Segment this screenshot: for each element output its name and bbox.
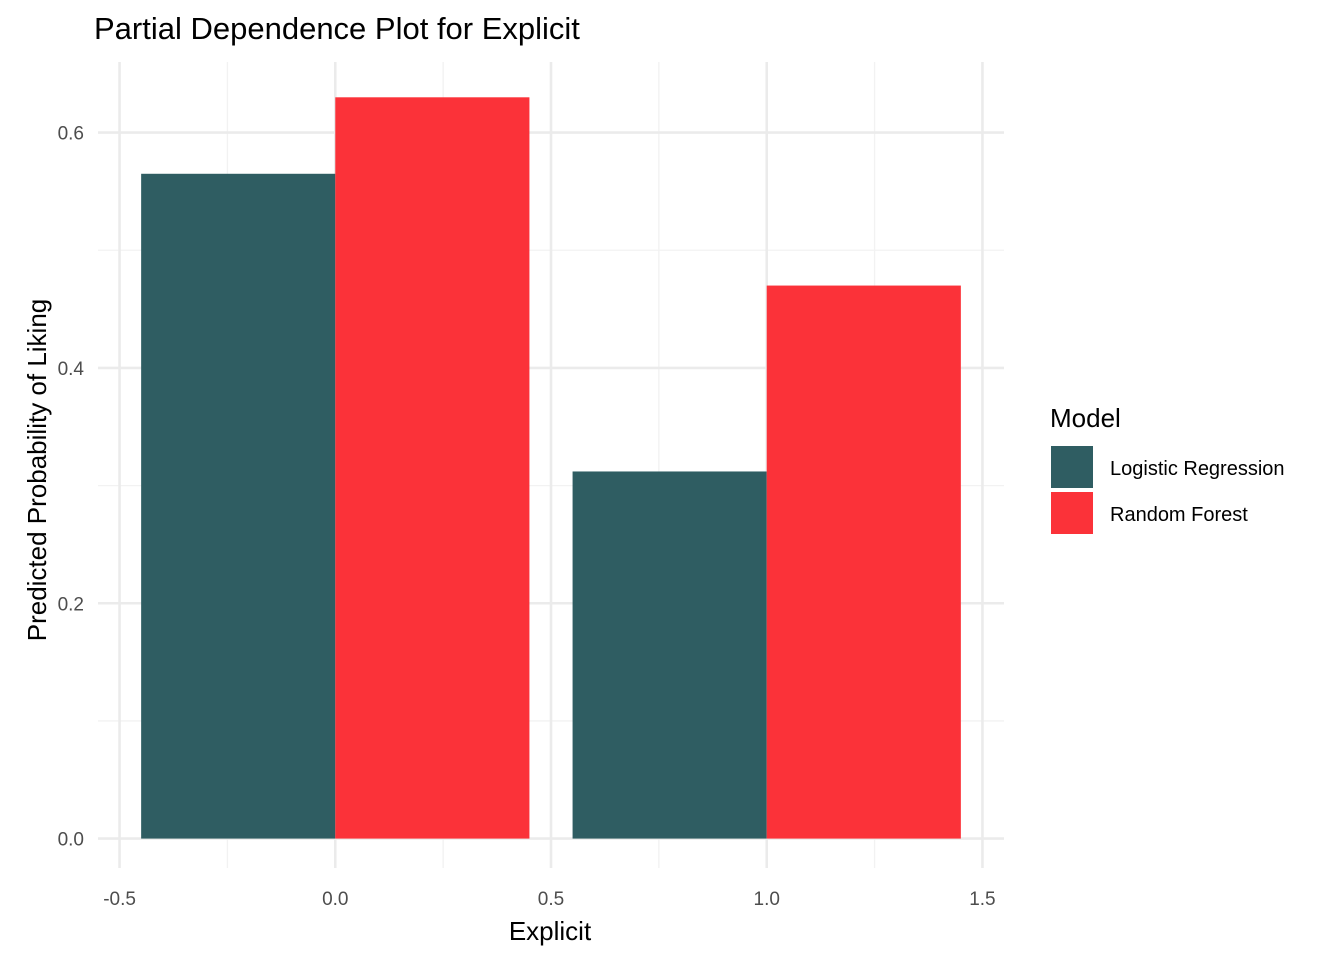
bar-random-forest-1 (766, 285, 961, 839)
bars (141, 97, 961, 839)
legend: Model Logistic Regression Random Forest (1050, 403, 1285, 534)
x-tick-label: 0.0 (322, 889, 348, 910)
chart-title: Partial Dependence Plot for Explicit (94, 11, 580, 46)
bar-logistic-regression-0 (141, 173, 336, 839)
x-axis-ticks: -0.5 0.0 0.5 1.0 1.5 (103, 889, 995, 910)
legend-key-logistic-regression (1051, 446, 1093, 488)
legend-label-logistic-regression: Logistic Regression (1110, 458, 1285, 480)
y-tick-label: 0.6 (58, 124, 84, 145)
x-tick-label: 0.5 (538, 889, 564, 910)
bar-logistic-regression-1 (572, 471, 767, 839)
legend-key-random-forest (1051, 492, 1093, 534)
y-tick-label: 0.2 (58, 594, 84, 615)
y-axis-ticks: 0.0 0.2 0.4 0.6 (58, 124, 85, 851)
x-axis-title: Explicit (509, 916, 592, 946)
legend-label-random-forest: Random Forest (1110, 504, 1248, 526)
x-tick-label: 1.0 (754, 889, 780, 910)
y-tick-label: 0.0 (58, 830, 84, 851)
x-tick-label: 1.5 (969, 889, 995, 910)
y-tick-label: 0.4 (58, 359, 85, 380)
y-axis-title: Predicted Probability of Liking (22, 299, 52, 642)
x-tick-label: -0.5 (103, 889, 136, 910)
bar-random-forest-0 (335, 97, 530, 839)
legend-title: Model (1050, 403, 1121, 433)
